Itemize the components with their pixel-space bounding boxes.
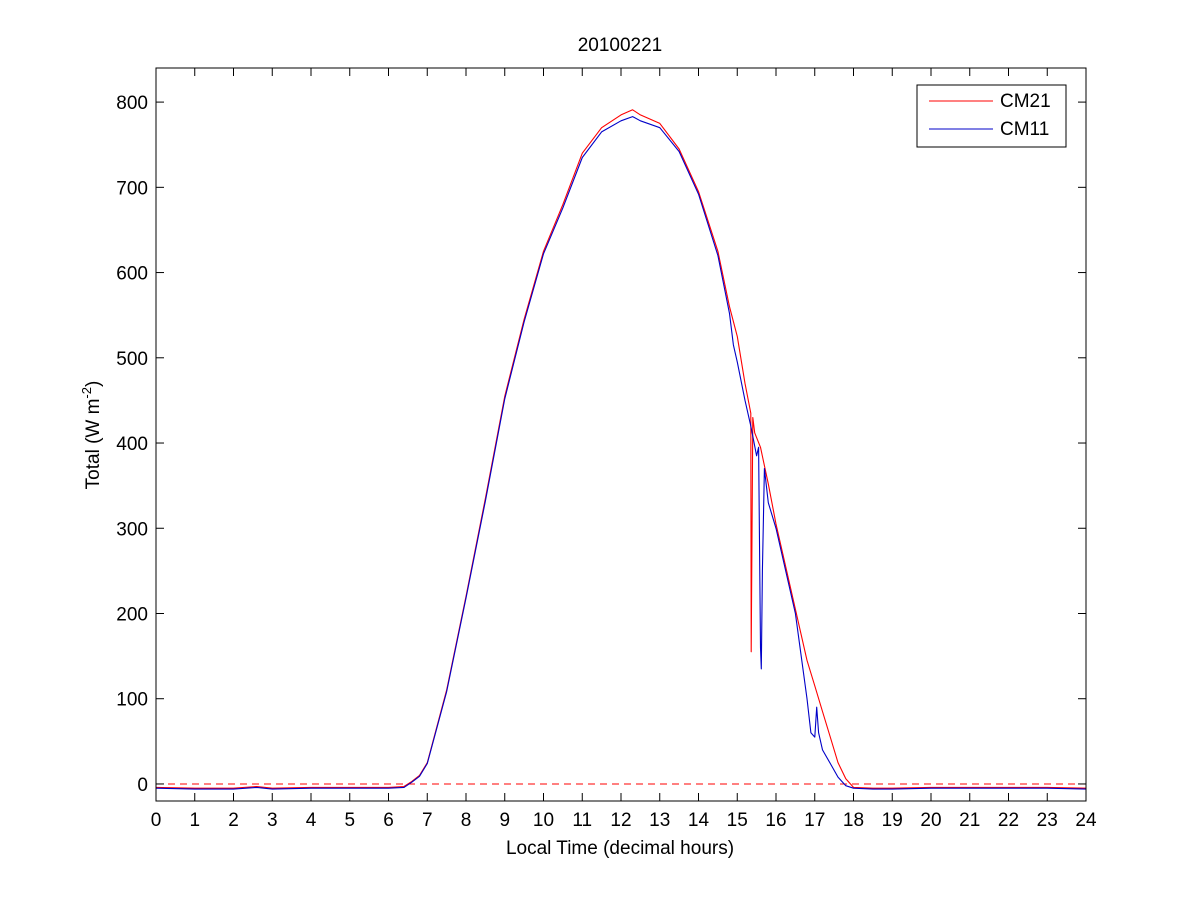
legend-label-cm11: CM11 bbox=[1000, 119, 1049, 140]
y-axis-label: Total (W m-2) bbox=[79, 381, 104, 490]
legend-label-cm21: CM21 bbox=[1000, 91, 1051, 112]
chart-title: 20100221 bbox=[578, 35, 663, 56]
x-tick-label: 20 bbox=[920, 810, 941, 831]
x-tick-label: 4 bbox=[306, 810, 317, 831]
x-tick-label: 10 bbox=[533, 810, 554, 831]
x-tick-label: 23 bbox=[1037, 810, 1058, 831]
y-tick-label: 700 bbox=[116, 178, 148, 199]
series-line-cm21 bbox=[155, 109, 1087, 789]
legend-box bbox=[916, 84, 1067, 148]
plot-area: 0 1 2 3 4 5 6 7 8 9 10 11 12 13 14 15 16 17 18 19 20 21 22 23 24… bbox=[116, 67, 1097, 831]
x-tick-label: 6 bbox=[383, 810, 394, 831]
x-tick-label: 16 bbox=[765, 810, 786, 831]
x-tick-label: 8 bbox=[461, 810, 472, 831]
x-tick-label: 15 bbox=[727, 810, 748, 831]
y-axis-label-main: Total (W m bbox=[83, 399, 104, 490]
x-tick-label: 12 bbox=[610, 810, 631, 831]
plot-background bbox=[156, 68, 1086, 801]
ticks-layer: 0 1 2 3 4 5 6 7 8 9 10 11 12 13 14 15 16 17 18 19 20 21 22 23 24… bbox=[116, 68, 1097, 831]
y-tick-label: 600 bbox=[116, 264, 148, 285]
y-tick-label: 0 bbox=[137, 775, 148, 796]
x-tick-label: 19 bbox=[882, 810, 903, 831]
y-axis-label-close: ) bbox=[83, 381, 104, 387]
x-axis-label: Local Time (decimal hours) bbox=[506, 838, 734, 859]
x-tick-label: 11 bbox=[572, 810, 592, 831]
x-tick-label: 24 bbox=[1075, 810, 1097, 831]
x-tick-label: 18 bbox=[843, 810, 864, 831]
x-tick-label: 22 bbox=[998, 810, 1019, 831]
x-tick-label: 21 bbox=[959, 810, 980, 831]
x-tick-label: 9 bbox=[499, 810, 510, 831]
x-tick-label: 0 bbox=[151, 810, 162, 831]
y-tick-label: 200 bbox=[116, 604, 148, 625]
y-tick-label: 800 bbox=[116, 93, 148, 114]
x-tick-label: 1 bbox=[189, 810, 200, 831]
y-axis-label-superscript: -2 bbox=[79, 387, 94, 399]
y-tick-label: 500 bbox=[116, 349, 148, 370]
x-tick-label: 17 bbox=[804, 810, 825, 831]
x-tick-label: 7 bbox=[422, 810, 433, 831]
x-tick-label: 2 bbox=[228, 810, 239, 831]
y-tick-label: 400 bbox=[116, 434, 148, 455]
y-tick-label: 300 bbox=[116, 519, 148, 540]
series-layer bbox=[155, 109, 1087, 790]
x-tick-label: 5 bbox=[344, 810, 355, 831]
legend: CM21 CM11 bbox=[916, 84, 1067, 148]
x-tick-label: 13 bbox=[649, 810, 670, 831]
x-tick-label: 3 bbox=[267, 810, 278, 831]
x-tick-label: 14 bbox=[688, 810, 710, 831]
y-tick-label: 100 bbox=[116, 690, 148, 711]
series-line-cm11 bbox=[155, 116, 1087, 790]
